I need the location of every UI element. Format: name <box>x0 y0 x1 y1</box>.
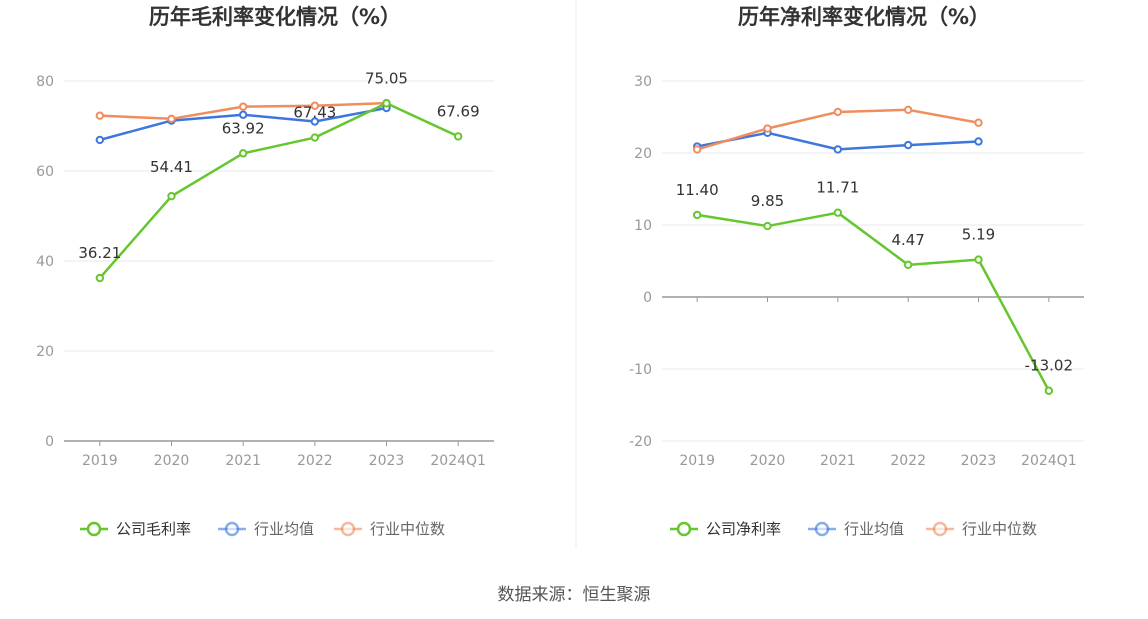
data-label: 4.47 <box>891 231 924 249</box>
x-tick-label: 2022 <box>890 453 926 469</box>
x-tick-label: 2019 <box>679 453 715 469</box>
x-tick-label: 2020 <box>750 453 786 469</box>
data-point <box>833 107 843 117</box>
data-label: 5.19 <box>962 226 995 244</box>
y-tick-label: 80 <box>36 74 54 90</box>
x-tick-label: 2021 <box>820 453 856 469</box>
data-point <box>974 137 983 146</box>
data-label: -13.02 <box>1025 357 1073 375</box>
data-point <box>833 208 843 217</box>
series-line-公司毛利率 <box>98 102 459 279</box>
legend-marker <box>814 521 830 537</box>
y-tick-label: -20 <box>629 434 652 450</box>
data-point <box>238 102 248 111</box>
chart-title-2: 历年净利率变化情况（%） <box>738 5 990 29</box>
data-point <box>974 255 983 264</box>
data-point <box>903 105 913 115</box>
data-label: 54.41 <box>150 158 193 176</box>
x-tick-label: 2023 <box>961 453 997 469</box>
data-point <box>238 110 248 119</box>
legend-label: 行业中位数 <box>962 520 1037 538</box>
data-point <box>903 140 913 150</box>
x-tick-label: 2023 <box>369 453 405 469</box>
data-point <box>974 118 983 127</box>
legend-marker <box>86 521 102 537</box>
y-tick-label: 30 <box>634 74 652 90</box>
x-tick-label: 2024Q1 <box>1021 453 1077 469</box>
data-point <box>310 117 320 126</box>
y-tick-label: 20 <box>36 344 54 360</box>
data-point <box>833 145 843 154</box>
legend-marker <box>224 521 240 537</box>
data-point <box>382 99 391 108</box>
data-point <box>310 101 320 110</box>
x-tick-label: 2020 <box>154 453 190 469</box>
data-point <box>763 124 772 133</box>
x-tick-label: 2021 <box>225 453 261 469</box>
legend-marker <box>932 521 948 537</box>
legend-marker <box>340 521 356 537</box>
data-label: 9.85 <box>751 192 784 210</box>
data-point <box>95 111 105 120</box>
legend-label: 行业均值 <box>844 520 904 538</box>
data-point <box>167 191 176 201</box>
data-point <box>238 149 248 158</box>
data-point <box>692 210 702 220</box>
legend-label: 行业中位数 <box>370 520 445 538</box>
y-tick-label: 0 <box>45 434 54 450</box>
data-label: 67.69 <box>437 102 480 120</box>
data-point <box>310 133 320 142</box>
data-source: 数据来源：恒生聚源 <box>497 585 651 605</box>
data-point <box>1044 386 1054 395</box>
y-tick-label: 0 <box>643 290 652 306</box>
y-tick-label: 40 <box>36 254 54 270</box>
data-point <box>763 221 772 231</box>
data-point <box>167 114 176 124</box>
data-label: 67.43 <box>293 104 336 122</box>
legend-marker <box>676 521 692 537</box>
legend-label: 行业均值 <box>254 520 314 538</box>
data-point <box>95 135 105 145</box>
x-tick-label: 2022 <box>297 453 333 469</box>
legend-label: 公司毛利率 <box>116 520 191 538</box>
data-label: 11.40 <box>676 181 719 199</box>
series-line-公司净利率 <box>696 211 1050 392</box>
x-tick-label: 2019 <box>82 453 118 469</box>
y-tick-label: -10 <box>629 362 652 378</box>
data-point <box>95 273 105 283</box>
y-tick-label: 20 <box>634 146 652 162</box>
y-tick-label: 60 <box>36 164 54 180</box>
y-tick-label: 10 <box>634 218 652 234</box>
data-point <box>692 145 702 154</box>
data-point <box>453 132 463 141</box>
x-tick-label: 2024Q1 <box>430 453 486 469</box>
data-label: 36.21 <box>78 244 121 262</box>
legend-label: 公司净利率 <box>706 520 781 538</box>
chart-title-1: 历年毛利率变化情况（%） <box>149 5 401 29</box>
data-point <box>903 260 913 270</box>
data-label: 75.05 <box>365 69 408 87</box>
data-label: 63.92 <box>222 119 265 137</box>
data-label: 11.71 <box>816 179 859 197</box>
